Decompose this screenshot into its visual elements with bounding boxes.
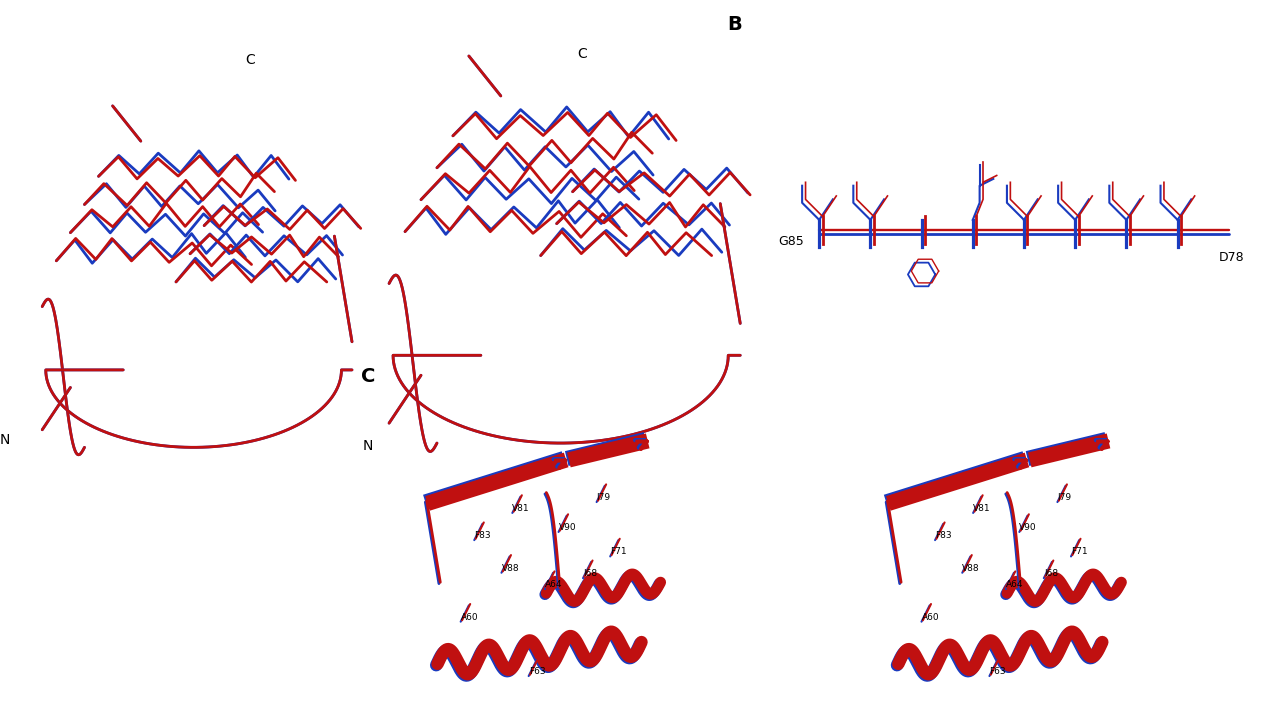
Text: N: N bbox=[364, 439, 374, 452]
Text: V88: V88 bbox=[963, 564, 980, 573]
Text: A64: A64 bbox=[1006, 580, 1023, 589]
Text: A60: A60 bbox=[922, 613, 940, 621]
Text: V90: V90 bbox=[558, 523, 576, 532]
Text: I68: I68 bbox=[1043, 569, 1059, 579]
Text: C: C bbox=[577, 47, 588, 61]
Text: A60: A60 bbox=[461, 613, 479, 621]
Text: A64: A64 bbox=[545, 580, 562, 589]
Text: V90: V90 bbox=[1019, 523, 1037, 532]
Text: V81: V81 bbox=[512, 504, 530, 513]
Text: F83: F83 bbox=[475, 531, 492, 540]
Text: F63: F63 bbox=[529, 667, 545, 676]
Text: C: C bbox=[361, 368, 375, 386]
Text: F83: F83 bbox=[936, 531, 952, 540]
Text: I79: I79 bbox=[596, 493, 611, 502]
Text: I79: I79 bbox=[1057, 493, 1071, 502]
Text: V81: V81 bbox=[973, 504, 991, 513]
Text: F71: F71 bbox=[1071, 547, 1088, 557]
Text: F63: F63 bbox=[989, 667, 1006, 676]
Text: C: C bbox=[244, 53, 255, 67]
Text: N: N bbox=[0, 433, 10, 447]
Text: B: B bbox=[727, 15, 742, 34]
Text: I68: I68 bbox=[582, 569, 598, 579]
Text: D78: D78 bbox=[1219, 251, 1244, 264]
Text: F71: F71 bbox=[611, 547, 627, 557]
Text: G85: G85 bbox=[778, 236, 804, 249]
Text: V88: V88 bbox=[502, 564, 520, 573]
